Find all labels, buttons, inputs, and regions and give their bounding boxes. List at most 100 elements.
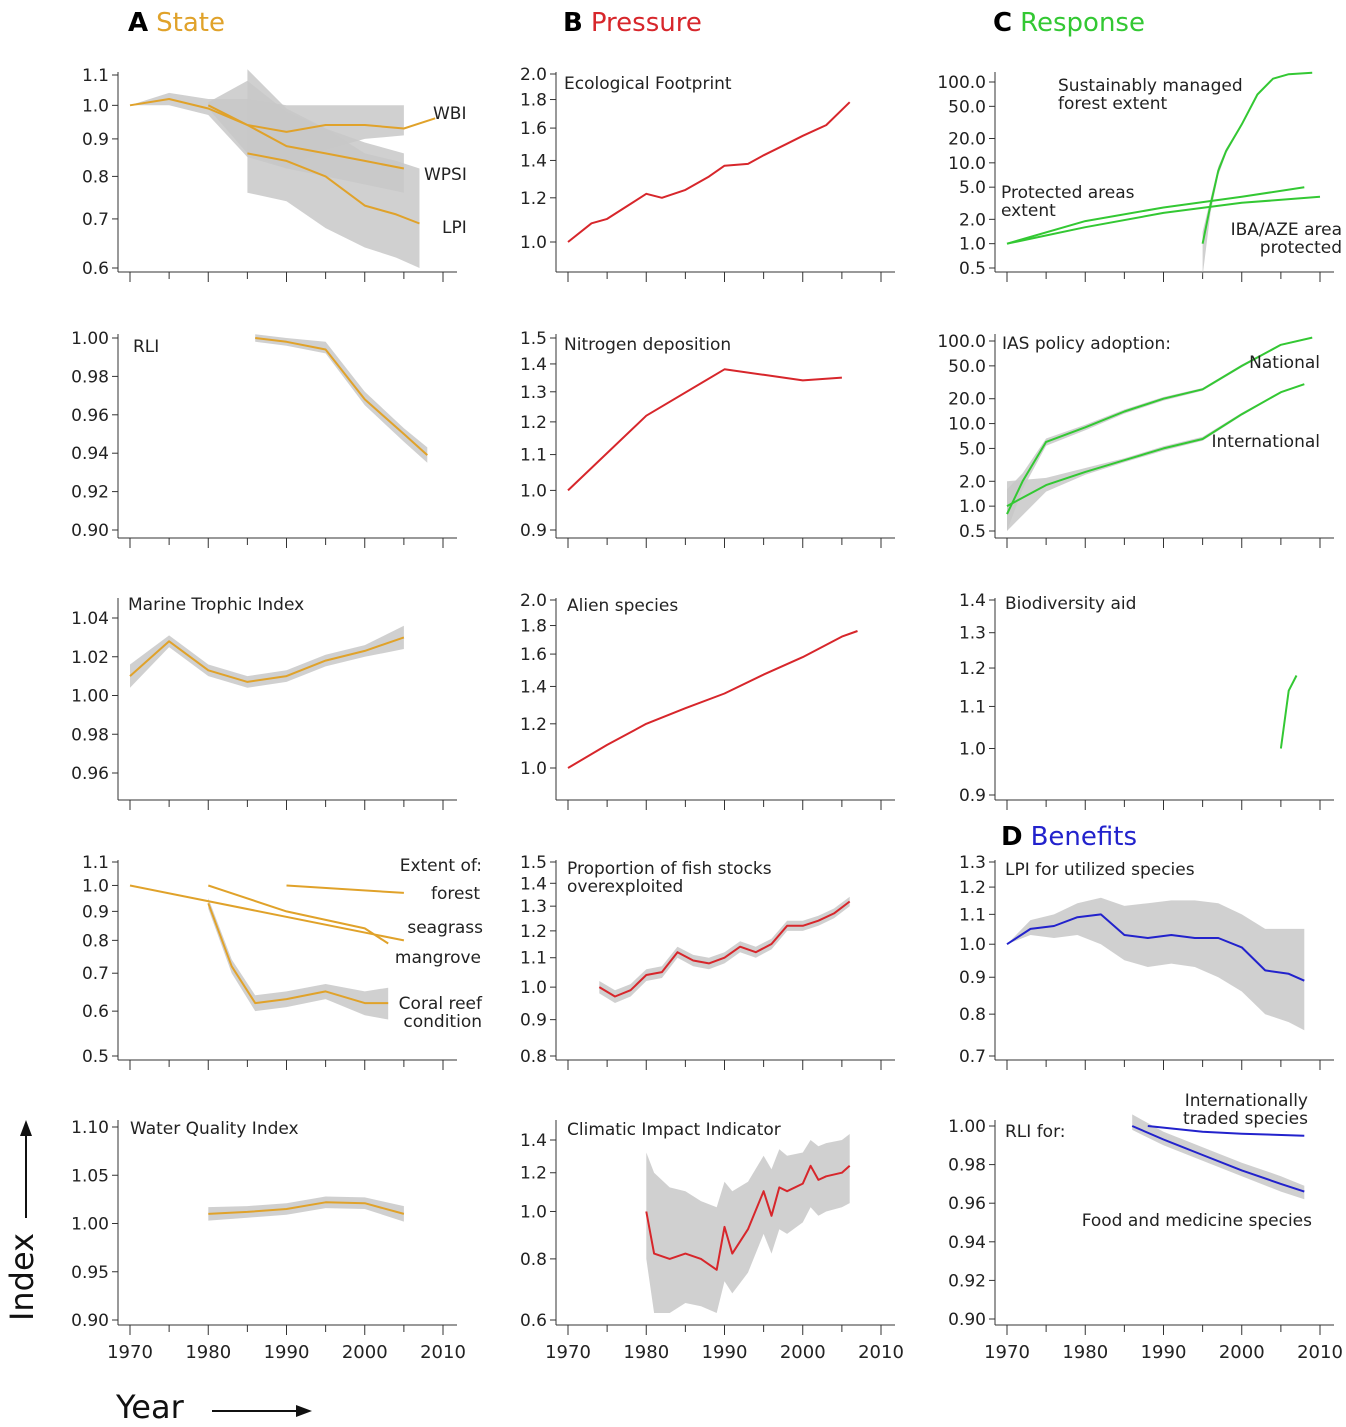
y-tick-label: 0.5: [82, 1047, 109, 1067]
series-label: forest extent: [1058, 94, 1168, 114]
series-label: traded species: [1183, 1109, 1308, 1129]
y-tick-label: 5.0: [959, 178, 986, 198]
y-tick-label: 0.92: [948, 1271, 986, 1291]
series-line: [255, 337, 428, 456]
series-line: [207, 902, 389, 1005]
y-tick-label: 0.94: [948, 1233, 986, 1253]
panel-a5: 0.90 0.95 1.00 1.05 1.10 1970 1980 1990 2000 2010…: [71, 1118, 466, 1363]
x-tick-label: 2010: [858, 1342, 904, 1363]
series-label: forest: [431, 884, 480, 904]
series-line: [1147, 1125, 1305, 1137]
x-tick-label: 1980: [623, 1342, 669, 1363]
panel-annotation: IAS policy adoption:: [1002, 334, 1171, 354]
y-tick-label: 0.5: [959, 522, 986, 542]
series-label: extent: [1001, 201, 1056, 221]
y-tick-label: 0.8: [82, 931, 109, 951]
y-tick-label: 1.5: [520, 853, 547, 873]
y-tick-label: 1.6: [520, 645, 547, 665]
x-tick-label: 2000: [1219, 1342, 1265, 1363]
y-tick-label: 1.0: [959, 739, 986, 759]
y-tick-label: 0.9: [82, 902, 109, 922]
series-line: [129, 884, 405, 942]
y-tick-label: 0.7: [82, 964, 109, 984]
y-tick-label: 0.9: [959, 786, 986, 806]
series-label: seagrass: [407, 918, 483, 938]
y-tick-label: 1.0: [959, 235, 986, 255]
y-tick-label: 10.0: [948, 154, 986, 174]
y-tick-label: 1.4: [520, 677, 547, 697]
y-tick-label: 1.3: [520, 383, 547, 403]
y-arrow-head: [20, 1120, 32, 1136]
y-tick-label: 0.8: [520, 1047, 547, 1067]
panel-annotation: Marine Trophic Index: [128, 595, 304, 615]
y-tick-label: 2.0: [520, 591, 547, 611]
panel-b3: 1.0 1.2 1.4 1.6 1.8 2.0 Alien species: [520, 591, 895, 810]
panel-annotation: RLI: [133, 337, 159, 357]
series-line: [247, 152, 420, 225]
panel-a4: 0.5 0.6 0.7 0.8 0.9 1.0 1.1 forest seagrass mangr…: [82, 853, 483, 1070]
y-axis-label: Index: [3, 1232, 42, 1322]
y-tick-label: 1.00: [71, 1215, 109, 1235]
x-tick-label: 1990: [264, 1342, 310, 1363]
y-tick-label: 50.0: [948, 97, 986, 117]
y-tick-label: 1.3: [520, 897, 547, 917]
panel-b5: 0.6 0.8 1.0 1.2 1.4 1970 1980 1990 2000 2010 Clima…: [520, 1120, 904, 1363]
panel-c3: 0.9 1.0 1.1 1.2 1.3 1.4 Biodiversity aid: [959, 591, 1334, 810]
confidence-band: [208, 898, 389, 1020]
series-line: [207, 884, 389, 945]
panel-d2: 0.90 0.92 0.94 0.96 0.98 1.00 1970 1980 1990 2000…: [948, 1091, 1343, 1363]
series-label: Internationally: [1185, 1091, 1308, 1111]
y-tick-label: 1.1: [959, 905, 986, 925]
y-tick-label: 0.5: [959, 259, 986, 279]
header-response-name: Response: [1020, 8, 1145, 38]
x-tick-label: 1990: [702, 1342, 748, 1363]
panel-annotation: LPI for utilized species: [1005, 860, 1195, 880]
series-label: IBA/AZE area: [1231, 220, 1342, 240]
x-tick-label: 2000: [780, 1342, 826, 1363]
y-tick-label: 1.4: [520, 1131, 547, 1151]
series-label: Coral reef: [399, 994, 483, 1014]
series-line: [207, 104, 405, 170]
y-tick-label: 0.8: [82, 167, 109, 187]
y-tick-label: 100.0: [937, 332, 986, 352]
header-benefits-name: Benefits: [1030, 822, 1138, 852]
y-tick-label: 1.0: [520, 1202, 547, 1222]
y-tick-label: 1.4: [520, 355, 547, 375]
header-response-letter: C: [993, 8, 1013, 38]
confidence-band: [208, 1196, 404, 1222]
y-tick-label: 2.0: [520, 65, 547, 85]
y-tick-label: 0.92: [71, 483, 109, 503]
y-tick-label: 1.0: [959, 935, 986, 955]
y-tick-label: 1.00: [71, 687, 109, 707]
panel-d1: 0.7 0.8 0.9 1.0 1.1 1.2 1.3 LPI for utilized sp…: [959, 853, 1334, 1070]
series-line: [567, 630, 858, 769]
panel-a2: 0.90 0.92 0.94 0.96 0.98 1.00 RLI: [71, 329, 457, 548]
y-tick-label: 2.0: [959, 472, 986, 492]
header-state-letter: A: [128, 8, 149, 38]
header-benefits-letter: D: [1001, 822, 1023, 852]
x-tick-label: 1970: [984, 1342, 1030, 1363]
series-line: [129, 98, 436, 133]
panel-b1: 1.0 1.2 1.4 1.6 1.8 2.0 Ecological Footprint: [520, 65, 895, 282]
panel-annotation: RLI for:: [1005, 1122, 1066, 1142]
y-tick-label: 0.96: [71, 406, 109, 426]
x-tick-label: 1970: [545, 1342, 591, 1363]
confidence-band: [130, 625, 404, 688]
header-pressure-letter: B: [563, 8, 583, 38]
y-tick-label: 1.2: [520, 922, 547, 942]
x-tick-label: 1990: [1141, 1342, 1187, 1363]
x-tick-label: 2010: [1297, 1342, 1343, 1363]
header-benefits: D Benefits: [1001, 822, 1137, 852]
series-line: [645, 1164, 851, 1271]
y-tick-label: 1.8: [520, 617, 547, 637]
x-tick-label: 1980: [185, 1342, 231, 1363]
confidence-band: [1007, 897, 1305, 1031]
series-line: [1006, 195, 1321, 245]
panel-annotation: Proportion of fish stocks: [567, 859, 772, 879]
y-tick-label: 0.95: [71, 1263, 109, 1283]
series-label: LPI: [442, 218, 467, 238]
y-tick-label: 1.5: [520, 329, 547, 349]
y-tick-label: 1.10: [71, 1118, 109, 1138]
panel-annotation: overexploited: [567, 877, 683, 897]
series-line: [567, 368, 842, 492]
